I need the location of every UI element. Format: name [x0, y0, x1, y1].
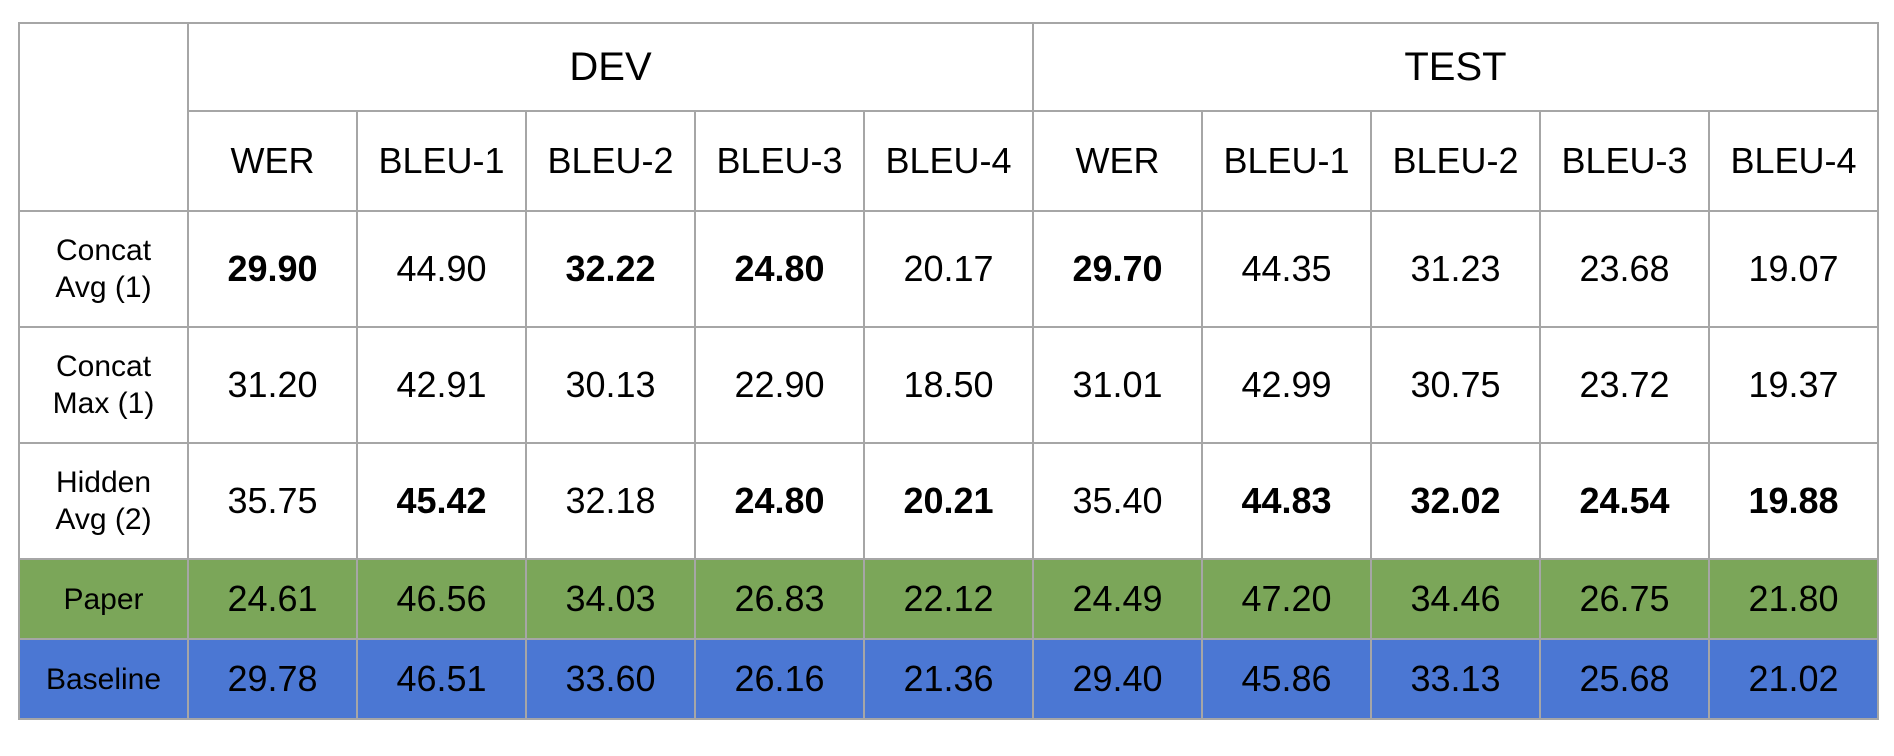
- value-cell: 19.37: [1708, 326, 1879, 444]
- value-cell: 31.20: [187, 326, 358, 444]
- metric-header-dev-bleu-1: BLEU-1: [356, 110, 527, 212]
- metric-header-test-bleu-3: BLEU-3: [1539, 110, 1710, 212]
- value-cell: 34.03: [525, 558, 696, 640]
- row-label-line: Hidden: [55, 466, 152, 499]
- row-label-line: Concat: [55, 234, 152, 267]
- row-label-line: Baseline: [45, 662, 162, 696]
- results-table: DEV TEST WER BLEU-1 BLEU-2 BLEU-3 BLEU-4…: [18, 22, 1879, 720]
- metric-header-test-bleu-2: BLEU-2: [1370, 110, 1541, 212]
- value-cell: 20.21: [863, 442, 1034, 560]
- value-cell: 21.80: [1708, 558, 1879, 640]
- value-cell: 18.50: [863, 326, 1034, 444]
- metric-header-test-wer: WER: [1032, 110, 1203, 212]
- value-cell: 32.22: [525, 210, 696, 328]
- metric-header-row: WER BLEU-1 BLEU-2 BLEU-3 BLEU-4 WER BLEU…: [19, 110, 1879, 212]
- row-label: Concat Avg (1): [18, 210, 189, 328]
- value-cell: 32.18: [525, 442, 696, 560]
- table-row: Paper 24.61 46.56 34.03 26.83 22.12 24.49 47.20…: [18, 558, 1879, 640]
- value-cell: 19.07: [1708, 210, 1879, 328]
- value-cell: 19.88: [1708, 442, 1879, 560]
- group-header-test: TEST: [1032, 22, 1879, 112]
- row-label-line: Max (1): [52, 387, 155, 420]
- value-cell: 21.02: [1708, 638, 1879, 720]
- row-label: Baseline: [18, 638, 189, 720]
- corner-cell: [18, 22, 189, 212]
- value-cell: 21.36: [863, 638, 1034, 720]
- row-label-line: Avg (2): [55, 503, 152, 536]
- value-cell: 24.49: [1032, 558, 1203, 640]
- metric-header-dev-bleu-3: BLEU-3: [694, 110, 865, 212]
- table-header: DEV TEST WER BLEU-1 BLEU-2 BLEU-3 BLEU-4…: [18, 22, 1879, 212]
- row-label: Hidden Avg (2): [18, 442, 189, 560]
- value-cell: 45.42: [356, 442, 527, 560]
- metric-header-test-bleu-4: BLEU-4: [1708, 110, 1879, 212]
- value-cell: 22.90: [694, 326, 865, 444]
- value-cell: 29.40: [1032, 638, 1203, 720]
- value-cell: 44.35: [1201, 210, 1372, 328]
- value-cell: 29.78: [187, 638, 358, 720]
- value-cell: 30.75: [1370, 326, 1541, 444]
- value-cell: 24.54: [1539, 442, 1710, 560]
- value-cell: 24.80: [694, 210, 865, 328]
- value-cell: 26.75: [1539, 558, 1710, 640]
- value-cell: 46.56: [356, 558, 527, 640]
- row-label: Concat Max (1): [18, 326, 189, 444]
- value-cell: 22.12: [863, 558, 1034, 640]
- value-cell: 24.61: [187, 558, 358, 640]
- metric-header-dev-wer: WER: [187, 110, 358, 212]
- table-row: Concat Max (1) 31.20 42.91 30.13 22.90 18.50 31…: [18, 326, 1879, 444]
- row-label: Paper: [18, 558, 189, 640]
- value-cell: 29.90: [187, 210, 358, 328]
- value-cell: 46.51: [356, 638, 527, 720]
- value-cell: 34.46: [1370, 558, 1541, 640]
- group-header-row: DEV TEST: [18, 22, 1879, 212]
- value-cell: 26.16: [694, 638, 865, 720]
- row-label-line: Avg (1): [55, 271, 152, 304]
- metric-header-dev-bleu-2: BLEU-2: [525, 110, 696, 212]
- value-cell: 31.01: [1032, 326, 1203, 444]
- value-cell: 42.99: [1201, 326, 1372, 444]
- row-label-line: Paper: [63, 582, 144, 616]
- value-cell: 25.68: [1539, 638, 1710, 720]
- value-cell: 26.83: [694, 558, 865, 640]
- value-cell: 24.80: [694, 442, 865, 560]
- value-cell: 23.72: [1539, 326, 1710, 444]
- value-cell: 47.20: [1201, 558, 1372, 640]
- value-cell: 33.13: [1370, 638, 1541, 720]
- value-cell: 45.86: [1201, 638, 1372, 720]
- value-cell: 42.91: [356, 326, 527, 444]
- metric-header-test-bleu-1: BLEU-1: [1201, 110, 1372, 212]
- value-cell: 44.90: [356, 210, 527, 328]
- value-cell: 35.75: [187, 442, 358, 560]
- table-row: Hidden Avg (2) 35.75 45.42 32.18 24.80 20.21 35…: [18, 442, 1879, 560]
- value-cell: 30.13: [525, 326, 696, 444]
- value-cell: 35.40: [1032, 442, 1203, 560]
- value-cell: 33.60: [525, 638, 696, 720]
- table-body: Concat Avg (1) 29.90 44.90 32.22 24.80 20.17 29…: [18, 210, 1879, 720]
- table-row: Concat Avg (1) 29.90 44.90 32.22 24.80 20.17 29…: [18, 210, 1879, 328]
- value-cell: 23.68: [1539, 210, 1710, 328]
- value-cell: 31.23: [1370, 210, 1541, 328]
- table-row: Baseline 29.78 46.51 33.60 26.16 21.36 29.40 45…: [18, 638, 1879, 720]
- value-cell: 32.02: [1370, 442, 1541, 560]
- group-header-dev: DEV: [187, 22, 1034, 112]
- row-label-line: Concat: [55, 350, 152, 383]
- value-cell: 29.70: [1032, 210, 1203, 328]
- metric-header-dev-bleu-4: BLEU-4: [863, 110, 1034, 212]
- value-cell: 20.17: [863, 210, 1034, 328]
- value-cell: 44.83: [1201, 442, 1372, 560]
